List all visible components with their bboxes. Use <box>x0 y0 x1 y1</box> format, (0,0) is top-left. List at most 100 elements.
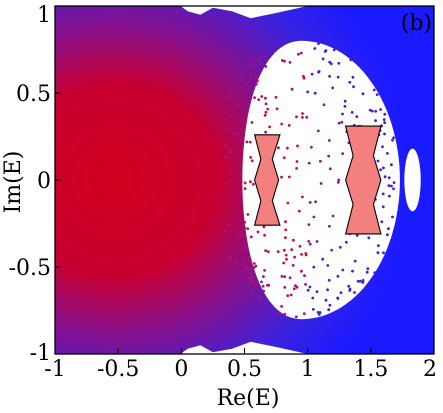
eigenvalue-point <box>317 42 320 45</box>
eigenvalue-point <box>280 175 283 179</box>
eigenvalue-point <box>297 52 300 56</box>
eigenvalue-point <box>261 284 265 288</box>
eigenvalue-point <box>300 269 303 273</box>
x-tick-label: 1 <box>301 357 315 382</box>
eigenvalue-point <box>267 283 271 287</box>
eigenvalue-point <box>286 146 289 150</box>
eigenvalue-point <box>242 273 246 277</box>
eigenvalue-point <box>375 93 379 96</box>
eigenvalue-point <box>257 98 261 101</box>
eigenvalue-point <box>258 296 262 300</box>
eigenvalue-point <box>339 291 343 295</box>
eigenvalue-point <box>310 72 314 76</box>
eigenvalue-point <box>307 161 311 165</box>
eigenvalue-point <box>291 264 295 267</box>
eigenvalue-point <box>301 112 304 115</box>
eigenvalue-point <box>244 267 248 271</box>
eigenvalue-point <box>245 140 249 144</box>
eigenvalue-point <box>239 180 243 183</box>
eigenvalue-point <box>321 257 325 261</box>
eigenvalue-point <box>337 178 341 182</box>
eigenvalue-point <box>381 192 385 196</box>
eigenvalue-point <box>319 182 323 185</box>
eigenvalue-point <box>390 163 393 167</box>
eigenvalue-point <box>314 200 317 204</box>
eigenvalue-point <box>264 130 267 134</box>
x-tick-label: -1 <box>44 357 65 382</box>
eigenvalue-point <box>373 271 377 275</box>
eigenvalue-point <box>331 86 335 90</box>
eigenvalue-point <box>284 228 288 232</box>
eigenvalue-point <box>308 201 312 204</box>
eigenvalue-point <box>283 59 286 63</box>
eigenvalue-point <box>337 121 341 125</box>
eigenvalue-point <box>287 124 291 127</box>
eigenvalue-point <box>383 121 387 124</box>
eigenvalue-point <box>316 311 320 314</box>
eigenvalue-point <box>388 194 391 198</box>
eigenvalue-point <box>386 152 389 155</box>
eigenvalue-point <box>233 246 237 250</box>
eigenvalue-point <box>312 215 316 219</box>
eigenvalue-point <box>302 312 306 316</box>
eigenvalue-point <box>254 264 258 268</box>
eigenvalue-point <box>242 260 246 264</box>
eigenvalue-point <box>266 250 270 254</box>
y-tick-label: 0.5 <box>16 82 51 107</box>
eigenvalue-point <box>304 283 307 286</box>
eigenvalue-point <box>348 80 352 84</box>
eigenvalue-point <box>338 245 342 249</box>
eigenvalue-point <box>275 107 279 111</box>
eigenvalue-point <box>303 274 306 277</box>
eigenvalue-point <box>224 145 228 149</box>
eigenvalue-point <box>248 259 252 262</box>
eigenvalue-point <box>256 230 260 234</box>
eigenvalue-point <box>235 265 239 269</box>
eigenvalue-point <box>308 285 312 289</box>
eigenvalue-point <box>229 150 233 154</box>
eigenvalue-point <box>283 286 287 289</box>
eigenvalue-point <box>250 278 254 282</box>
eigenvalue-point <box>228 148 232 152</box>
x-tick-label: 2 <box>423 357 437 382</box>
eigenvalue-point <box>316 129 320 133</box>
eigenvalue-point <box>233 261 237 265</box>
eigenvalue-point <box>337 61 341 65</box>
eigenvalue-point <box>336 75 340 79</box>
eigenvalue-point <box>282 248 286 252</box>
eigenvalue-point <box>264 96 267 100</box>
eigenvalue-point <box>383 175 387 179</box>
eigenvalue-point <box>305 115 309 119</box>
eigenvalue-point <box>251 276 255 279</box>
eigenvalue-point <box>290 87 294 91</box>
eigenvalue-point <box>299 51 303 55</box>
eigenvalue-point <box>315 240 319 243</box>
eigenvalue-point <box>361 281 365 284</box>
eigenvalue-point <box>321 57 325 61</box>
eigenvalue-point <box>365 270 369 274</box>
eigenvalue-point <box>340 120 344 124</box>
eigenvalue-point <box>317 70 320 74</box>
eigenvalue-point <box>387 227 390 231</box>
eigenvalue-point <box>382 118 386 121</box>
eigenvalue-point <box>295 167 298 170</box>
eigenvalue-point <box>254 82 258 86</box>
eigenvalue-point <box>280 275 284 278</box>
x-tick-label: 1.5 <box>353 357 388 382</box>
eigenvalue-point <box>343 104 347 108</box>
eigenvalue-point <box>277 146 280 150</box>
eigenvalue-point <box>386 233 389 237</box>
eigenvalue-point <box>262 54 266 58</box>
eigenvalue-point <box>263 113 267 117</box>
eigenvalue-point <box>294 284 297 287</box>
eigenvalue-point <box>224 182 228 186</box>
eigenvalue-point <box>229 114 232 118</box>
eigenvalue-point <box>312 265 316 269</box>
eigenvalue-point <box>289 293 293 297</box>
eigenvalue-point <box>372 88 376 92</box>
eigenvalue-point <box>310 145 313 149</box>
eigenvalue-point <box>311 296 315 300</box>
eigenvalue-point <box>283 312 287 316</box>
eigenvalue-point <box>382 166 385 170</box>
